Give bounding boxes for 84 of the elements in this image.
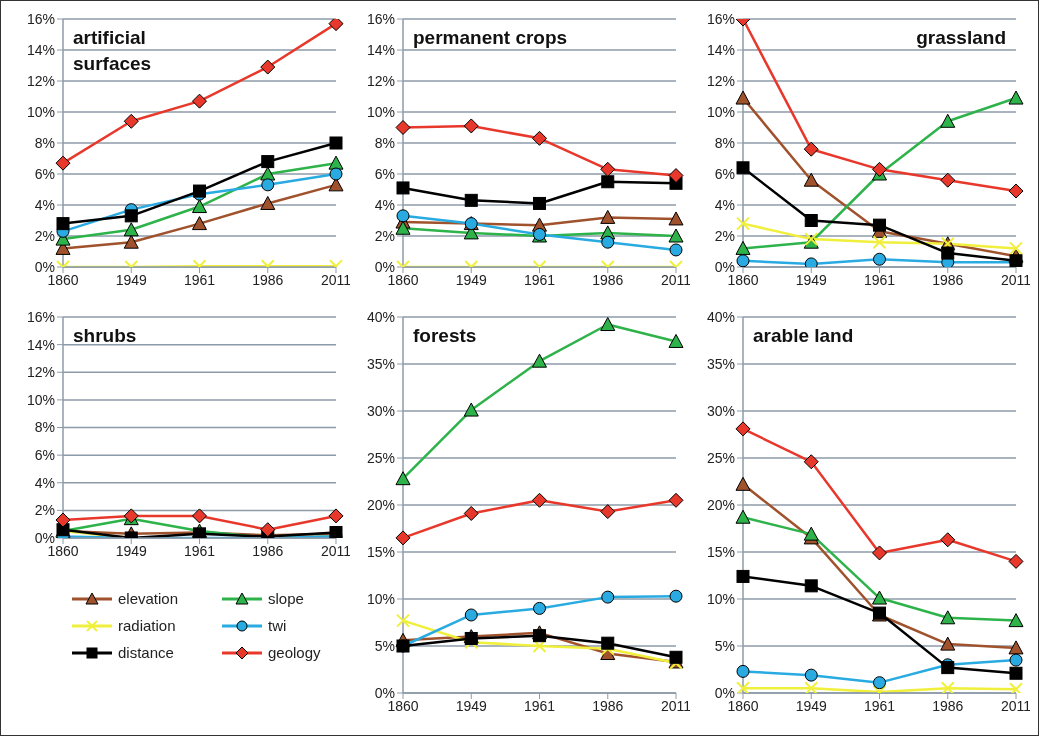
y-tick-label: 16%	[706, 10, 735, 27]
y-tick-label: 5%	[714, 637, 735, 654]
chart-title: shrubs	[73, 324, 137, 348]
y-tick-label: 2%	[34, 502, 55, 519]
y-tick-label: 8%	[714, 134, 735, 151]
y-tick-label: 30%	[706, 402, 735, 419]
x-tick-label: 2011	[1000, 271, 1032, 288]
legend-label: slope	[268, 590, 304, 607]
y-tick-label: 4%	[714, 196, 735, 213]
y-tick-label: 14%	[706, 41, 735, 58]
x-tick-label: 2011	[660, 697, 692, 714]
y-tick-label: 10%	[706, 590, 735, 607]
x-tick-label: 2011	[320, 271, 352, 288]
x-tick-label: 1961	[863, 271, 896, 288]
x-tick-label: 2011	[660, 271, 692, 288]
y-tick-label: 14%	[366, 41, 395, 58]
x-tick-label: 1986	[932, 271, 964, 288]
y-tick-label: 10%	[706, 103, 735, 120]
x-tick-label: 1949	[795, 697, 828, 714]
y-tick-label: 10%	[366, 103, 395, 120]
x-tick-label: 1986	[252, 271, 284, 288]
y-tick-label: 14%	[26, 336, 55, 353]
y-tick-label: 35%	[366, 355, 395, 372]
y-tick-label: 4%	[34, 474, 55, 491]
x-tick-label: 1961	[183, 271, 216, 288]
y-tick-label: 25%	[366, 449, 395, 466]
y-tick-label: 20%	[366, 496, 395, 513]
legend-label: twi	[268, 617, 287, 634]
y-tick-label: 4%	[34, 196, 55, 213]
y-tick-label: 10%	[26, 103, 55, 120]
x-tick-label: 1949	[115, 271, 148, 288]
legend-label: radiation	[118, 617, 176, 634]
x-tick-label: 2011	[320, 542, 352, 559]
y-tick-label: 30%	[366, 402, 395, 419]
y-tick-label: 8%	[34, 134, 55, 151]
y-tick-label: 2%	[34, 227, 55, 244]
legend-label: geology	[268, 644, 321, 661]
chart-title: grassland	[916, 26, 1006, 50]
x-tick-label: 2011	[1000, 697, 1032, 714]
y-tick-label: 15%	[706, 543, 735, 560]
y-tick-label: 5%	[374, 637, 395, 654]
y-tick-label: 10%	[366, 590, 395, 607]
x-tick-label: 1949	[455, 697, 488, 714]
y-tick-label: 6%	[714, 165, 735, 182]
y-tick-label: 25%	[706, 449, 735, 466]
y-tick-label: 6%	[374, 165, 395, 182]
x-tick-label: 1961	[863, 697, 896, 714]
y-tick-label: 20%	[706, 496, 735, 513]
chart-title: permanent crops	[413, 26, 568, 50]
chart-title: forests	[413, 324, 477, 348]
y-tick-label: 12%	[26, 72, 55, 89]
x-tick-label: 1949	[455, 271, 488, 288]
x-tick-label: 1986	[932, 697, 964, 714]
y-tick-label: 16%	[366, 10, 395, 27]
y-tick-label: 40%	[366, 308, 395, 325]
y-tick-label: 10%	[26, 391, 55, 408]
y-tick-label: 40%	[706, 308, 735, 325]
y-tick-label: 35%	[706, 355, 735, 372]
x-tick-label: 1961	[183, 542, 216, 559]
y-tick-label: 2%	[714, 227, 735, 244]
y-tick-label: 6%	[34, 447, 55, 464]
y-tick-label: 12%	[366, 72, 395, 89]
y-tick-label: 14%	[26, 41, 55, 58]
y-tick-label: 12%	[706, 72, 735, 89]
y-tick-label: 16%	[26, 10, 55, 27]
x-tick-label: 1961	[523, 697, 556, 714]
x-tick-label: 1949	[795, 271, 828, 288]
y-tick-label: 12%	[26, 364, 55, 381]
x-tick-label: 1949	[115, 542, 148, 559]
y-tick-label: 4%	[374, 196, 395, 213]
y-tick-label: 2%	[374, 227, 395, 244]
x-tick-label: 1961	[523, 271, 556, 288]
y-tick-label: 8%	[34, 419, 55, 436]
y-tick-label: 6%	[34, 165, 55, 182]
x-tick-label: 1986	[252, 542, 284, 559]
x-tick-label: 1986	[592, 271, 624, 288]
x-tick-label: 1986	[592, 697, 624, 714]
text: artificial surfaces	[73, 26, 153, 76]
chart-title: arable land	[753, 324, 854, 348]
y-tick-label: 15%	[366, 543, 395, 560]
legend-label: elevation	[118, 590, 179, 607]
y-tick-label: 8%	[374, 134, 395, 151]
legend-label: distance	[118, 644, 174, 661]
y-tick-label: 16%	[26, 308, 55, 325]
